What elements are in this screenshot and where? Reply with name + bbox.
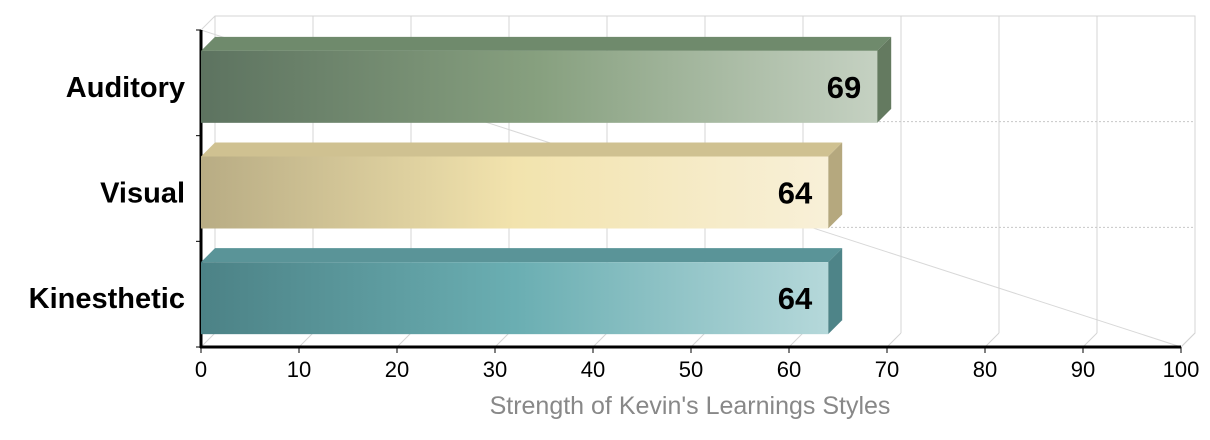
x-tick-label: 90 [1071, 357, 1095, 382]
bar-side-face [877, 36, 892, 123]
gridline-floor [690, 332, 706, 348]
x-axis-title: Strength of Kevin's Learnings Styles [490, 392, 891, 420]
bar-front-face [201, 156, 829, 229]
gridline-floor [1180, 332, 1196, 348]
x-tick-label: 50 [679, 357, 703, 382]
x-tick-label: 40 [581, 357, 605, 382]
x-tick-label: 100 [1163, 357, 1200, 382]
x-tick-label: 80 [973, 357, 997, 382]
gridline-floor [298, 332, 314, 348]
x-tick-label: 10 [287, 357, 311, 382]
gridline-floor [886, 332, 902, 348]
x-tick-label: 70 [875, 357, 899, 382]
gridline-floor [1082, 332, 1098, 348]
category-label: Kinesthetic [29, 283, 185, 315]
bar-visual [201, 142, 843, 229]
category-label: Visual [100, 178, 185, 210]
bar-front-face [201, 262, 829, 335]
x-tick-label: 30 [483, 357, 507, 382]
gridline-floor [592, 332, 608, 348]
gridline-floor [200, 332, 216, 348]
bar-side-face [828, 142, 843, 229]
bar-side-face [828, 248, 843, 335]
bar-top-face [201, 36, 892, 51]
bar-kinesthetic [201, 248, 843, 335]
x-tick-label: 20 [385, 357, 409, 382]
x-tick-label: 0 [195, 357, 207, 382]
bar-top-face [201, 248, 843, 263]
bar-auditory [201, 36, 892, 123]
bar-value-label: 69 [827, 70, 861, 105]
gridline-floor [984, 332, 1000, 348]
bar-value-label: 64 [778, 281, 813, 316]
labels: 0 10 20 30 40 50 60 70 80 90 100 69 Auditory 64 Visual… [29, 70, 1200, 382]
x-tick-label: 60 [777, 357, 801, 382]
gridline-floor [396, 332, 412, 348]
bar-front-face [201, 50, 878, 123]
gridline-floor [494, 332, 510, 348]
gridline-floor [788, 332, 804, 348]
bars [201, 36, 892, 335]
bar-top-face [201, 142, 843, 157]
category-label: Auditory [66, 72, 185, 104]
bar-value-label: 64 [778, 176, 813, 211]
